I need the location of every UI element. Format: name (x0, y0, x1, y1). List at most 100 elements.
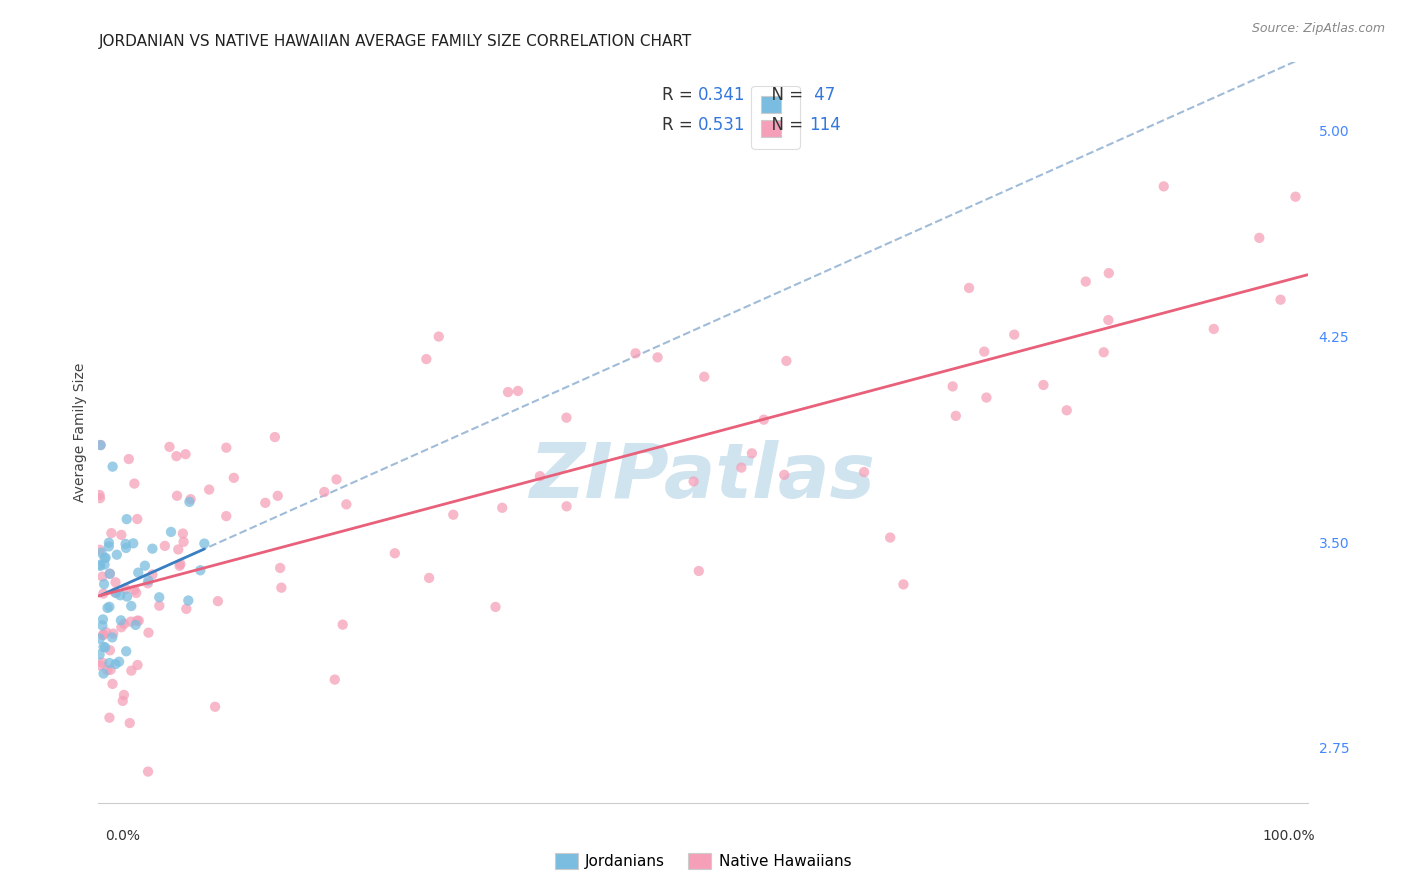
Point (120, 599, 142, 613)
Point (90, 546, 112, 560)
Point (101, 631, 124, 645)
Point (97, 535, 120, 549)
Point (101, 459, 124, 474)
Point (688, 564, 710, 578)
Point (173, 534, 195, 549)
Point (91, 627, 114, 641)
Point (93, 551, 115, 566)
Point (269, 561, 291, 575)
Point (134, 558, 156, 573)
Point (314, 485, 336, 500)
Point (93, 586, 115, 600)
Point (1098, 266, 1121, 280)
Point (1097, 313, 1119, 327)
Point (176, 602, 198, 616)
Point (167, 542, 190, 557)
Point (332, 617, 354, 632)
Point (91, 569, 114, 583)
Point (98, 643, 121, 657)
Point (93, 666, 115, 681)
Point (624, 346, 647, 360)
Point (693, 369, 716, 384)
Point (973, 344, 995, 359)
Point (124, 582, 146, 597)
Point (1249, 231, 1271, 245)
Point (188, 563, 211, 577)
Point (484, 599, 506, 614)
Point (125, 586, 148, 600)
Point (1002, 327, 1025, 342)
Point (112, 616, 135, 631)
Point (118, 452, 141, 467)
Point (254, 496, 277, 510)
Point (108, 655, 131, 669)
Point (115, 644, 138, 658)
Point (97, 540, 120, 554)
Point (122, 536, 145, 550)
Point (418, 571, 440, 585)
Point (98, 711, 121, 725)
Text: N =: N = (761, 86, 808, 104)
Point (222, 471, 245, 485)
Point (207, 594, 229, 608)
Point (94, 550, 117, 565)
Point (110, 620, 132, 634)
Point (89, 658, 111, 673)
Point (169, 558, 191, 573)
Point (104, 657, 127, 671)
Point (136, 764, 159, 779)
Text: 100.0%: 100.0% (1263, 829, 1315, 843)
Point (118, 716, 141, 731)
Point (148, 591, 170, 605)
Point (730, 460, 752, 475)
Point (103, 626, 125, 640)
Point (100, 526, 122, 541)
Point (267, 489, 290, 503)
Point (263, 430, 285, 444)
Point (159, 440, 181, 454)
Point (115, 512, 138, 526)
Point (100, 663, 122, 677)
Point (89, 558, 111, 572)
Point (1202, 322, 1225, 336)
Point (136, 576, 159, 591)
Point (976, 391, 998, 405)
Point (91, 618, 114, 632)
Legend: Jordanians, Native Hawaiians: Jordanians, Native Hawaiians (548, 847, 858, 875)
Point (98, 566, 121, 581)
Point (172, 526, 194, 541)
Legend: , : , (751, 86, 800, 149)
Point (160, 524, 183, 539)
Point (335, 497, 357, 511)
Point (112, 688, 135, 702)
Point (441, 508, 464, 522)
Point (1032, 378, 1054, 392)
Point (491, 500, 513, 515)
Point (89, 632, 111, 646)
Point (138, 625, 160, 640)
Text: N =: N = (761, 116, 808, 134)
Point (1056, 403, 1078, 417)
Point (89, 491, 111, 505)
Point (98, 656, 121, 670)
Point (741, 446, 763, 460)
Point (93, 577, 115, 591)
Point (1153, 179, 1175, 194)
Point (93, 558, 115, 572)
Point (120, 664, 142, 678)
Point (104, 585, 127, 599)
Point (166, 489, 188, 503)
Point (127, 512, 149, 526)
Point (93, 640, 115, 654)
Text: 47: 47 (810, 86, 835, 104)
Point (415, 352, 437, 367)
Point (496, 385, 519, 400)
Point (127, 566, 149, 580)
Point (773, 467, 796, 482)
Point (1074, 275, 1097, 289)
Point (879, 531, 901, 545)
Point (104, 586, 127, 600)
Point (177, 593, 200, 607)
Point (115, 590, 138, 604)
Point (853, 465, 876, 479)
